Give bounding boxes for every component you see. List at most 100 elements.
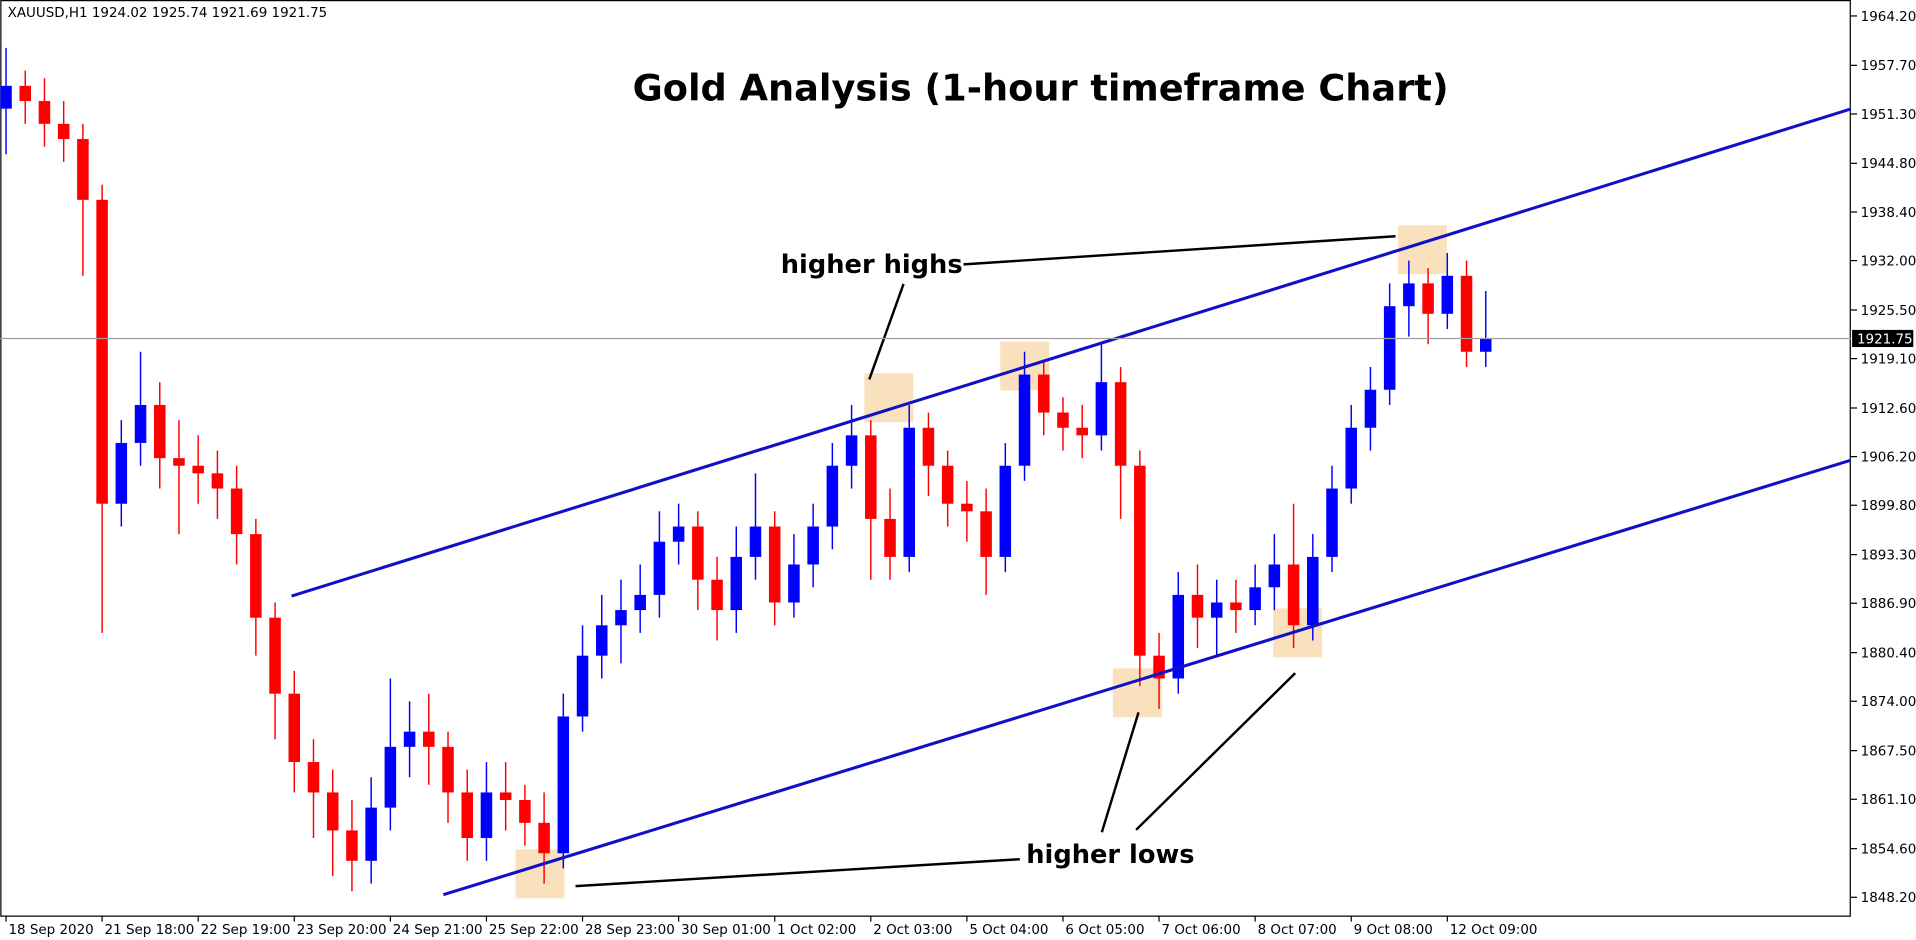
candle-body (1172, 594, 1185, 679)
candle-body (595, 625, 608, 656)
candle-body (1076, 427, 1088, 436)
candle-body (519, 800, 531, 823)
pointer-line (575, 857, 1020, 888)
candle-body (1210, 602, 1223, 618)
upper-trendline (291, 107, 1852, 598)
candle-body (980, 511, 992, 557)
candle-body (1326, 488, 1338, 557)
candle-body (576, 655, 589, 717)
candle-body (1037, 374, 1050, 413)
candle-body (1057, 412, 1069, 428)
candle-body (115, 442, 128, 504)
candle-body (1114, 382, 1127, 466)
highlight-box (515, 849, 565, 899)
y-tick-label: 1938.40 (1861, 206, 1916, 221)
candle-body (730, 556, 743, 611)
x-tick-label: 2 Oct 03:00 (873, 923, 952, 938)
pointer-line (1100, 711, 1140, 833)
candle-body (288, 693, 301, 763)
candle-body (1479, 338, 1492, 352)
y-tick-label: 1874.00 (1861, 695, 1916, 710)
candle-body (269, 617, 281, 694)
candle-body (442, 746, 454, 793)
lower-trendline (442, 458, 1852, 897)
annotation: higher highs (781, 250, 963, 280)
y-tick-label: 1932.00 (1861, 254, 1916, 269)
candle-body (57, 123, 70, 140)
candle-body (788, 564, 800, 603)
candle-body (903, 427, 915, 557)
y-tick-label: 1848.20 (1861, 891, 1916, 906)
candle-body (1460, 275, 1473, 352)
last-price-label: 1921.75 (1857, 332, 1913, 347)
candle-body (711, 579, 723, 611)
candle-body (672, 526, 685, 542)
x-tick-label: 22 Sep 19:00 (201, 923, 291, 938)
candle-body (749, 526, 762, 557)
y-tick-label: 1944.80 (1861, 157, 1916, 172)
candle-body (845, 435, 858, 466)
candle-body (77, 139, 89, 200)
candle-body (538, 822, 550, 854)
candle-body (346, 830, 358, 861)
candle-body (1230, 602, 1242, 611)
candle-body (423, 731, 435, 747)
x-tick-label: 21 Sep 18:00 (105, 923, 195, 938)
y-tick-label: 1957.70 (1861, 59, 1916, 74)
candle-body (230, 488, 243, 535)
candle-body (1268, 564, 1281, 588)
x-tick-label: 9 Oct 08:00 (1354, 923, 1433, 938)
x-tick-label: 7 Oct 06:00 (1162, 923, 1241, 938)
pointer-line (1135, 672, 1297, 831)
y-tick-label: 1867.50 (1861, 745, 1916, 760)
x-tick-label: 8 Oct 07:00 (1258, 923, 1337, 938)
candle-body (1422, 283, 1434, 314)
chart-title: Gold Analysis (1-hour timeframe Chart) (633, 66, 1449, 109)
candle-body (865, 435, 877, 519)
candle-body (250, 534, 262, 618)
candle-body (999, 465, 1012, 557)
candle-body (1441, 275, 1454, 314)
candle-body (1345, 427, 1357, 489)
candle-body (634, 594, 646, 611)
y-tick-label: 1854.60 (1861, 843, 1916, 858)
candle-body (1153, 655, 1165, 679)
candle-body (96, 199, 108, 504)
candle-body (307, 762, 320, 793)
candle-body (499, 792, 512, 801)
candle-body (365, 807, 377, 861)
candle-body (0, 85, 12, 109)
last-price-box (1852, 329, 1914, 348)
y-tick-label: 1912.60 (1861, 402, 1916, 417)
candle-body (19, 85, 32, 102)
candle-body (403, 731, 416, 747)
candle-body (153, 404, 166, 459)
x-tick-label: 23 Sep 20:00 (297, 923, 387, 938)
pointer-line (868, 283, 905, 380)
y-tick-label: 1925.50 (1861, 304, 1916, 319)
candle-body (1403, 283, 1415, 307)
x-tick-label: 30 Sep 01:00 (681, 923, 771, 938)
symbol-info: XAUUSD,H1 1924.02 1925.74 1921.69 1921.7… (8, 6, 328, 21)
y-tick-label: 1964.20 (1861, 10, 1916, 25)
candle-body (557, 716, 570, 854)
y-tick-label: 1893.30 (1861, 549, 1916, 564)
candles (0, 47, 1492, 892)
y-tick-label: 1899.80 (1861, 499, 1916, 514)
x-tick-label: 12 Oct 09:00 (1450, 923, 1538, 938)
candle-body (1383, 306, 1396, 390)
highlight-box (1398, 225, 1447, 275)
candle-body (461, 792, 473, 839)
x-tick-label: 25 Sep 22:00 (489, 923, 579, 938)
candle-body (653, 541, 666, 595)
candle-body (480, 792, 493, 839)
annotation: higher lows (1026, 840, 1194, 870)
pointer-line (963, 235, 1396, 266)
x-tick-label: 1 Oct 02:00 (777, 923, 856, 938)
candle-body (173, 458, 185, 466)
y-tick-label: 1861.10 (1861, 793, 1916, 808)
candle-body (941, 465, 954, 504)
candle-body (961, 503, 973, 512)
y-tick-label: 1886.90 (1861, 597, 1916, 612)
